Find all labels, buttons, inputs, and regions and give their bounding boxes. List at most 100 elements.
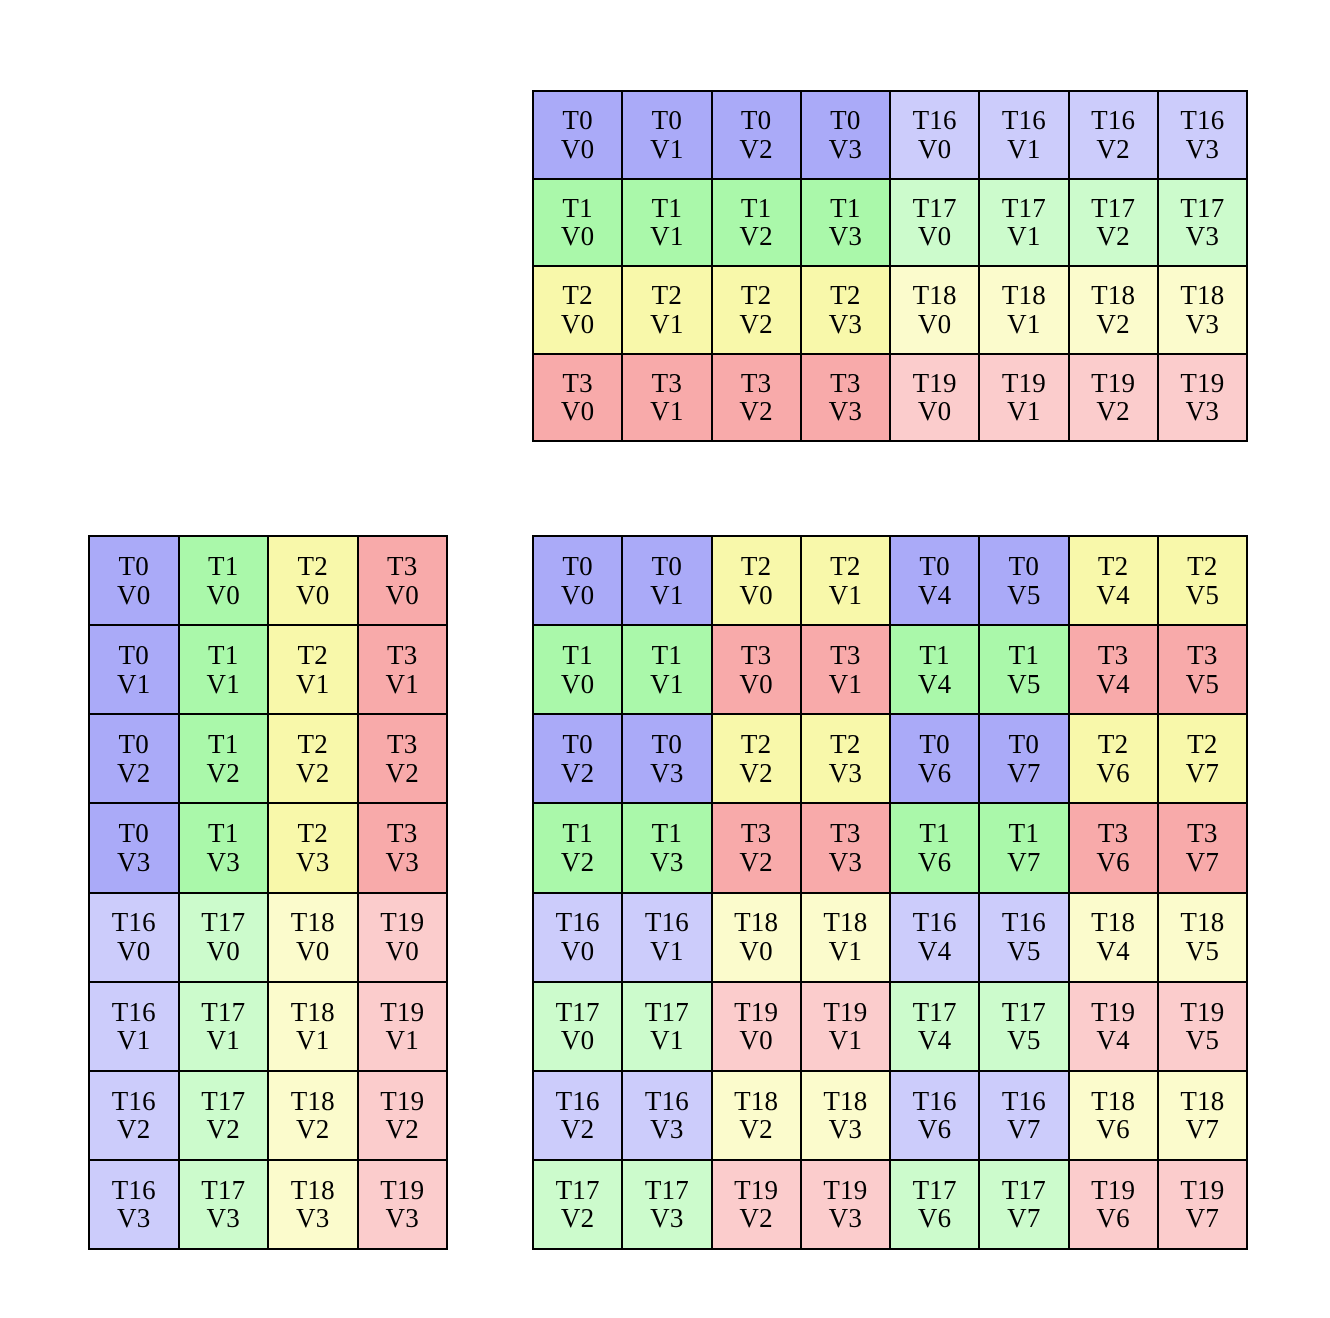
cell-thread-label: T2 [562, 280, 593, 311]
cell-value-label: V0 [917, 396, 952, 427]
cell-thread-label: T3 [1097, 640, 1129, 671]
cell-value-label: V0 [917, 133, 952, 164]
cell-thread-label: T3 [830, 818, 861, 849]
cell-value-label: V3 [828, 396, 863, 427]
cell-thread-label: T17 [912, 1174, 957, 1205]
cell: T1 V6 [891, 804, 979, 892]
cell-value-label: V1 [650, 221, 684, 252]
cell-value-label: V0 [560, 308, 595, 339]
cell-thread-label: T16 [1001, 105, 1046, 136]
cell-value-label: V2 [739, 757, 773, 788]
cell-thread-label: T19 [823, 996, 868, 1027]
cell-value-label: V3 [650, 757, 684, 788]
cell: T19 V4 [1069, 982, 1157, 1070]
cell: T18 V0 [891, 267, 979, 353]
cell-value-label: V7 [1185, 1203, 1220, 1234]
cell: T2 V0 [269, 537, 357, 625]
cell-value-label: V4 [1096, 1025, 1130, 1056]
cell-value-label: V1 [650, 1025, 684, 1056]
cell: T1 V1 [623, 626, 711, 714]
cell-value-label: V0 [739, 1025, 773, 1056]
cell-value-label: V4 [917, 668, 952, 699]
cell-value-label: V0 [560, 133, 595, 164]
cell-value-label: V1 [385, 1025, 419, 1056]
cell-value-label: V1 [650, 308, 684, 339]
cell: T1 V3 [623, 804, 711, 892]
cell-thread-label: T3 [387, 729, 418, 760]
cell-thread-label: T18 [1091, 280, 1136, 311]
cell-thread-label: T18 [1001, 280, 1046, 311]
cell: T2 V1 [623, 267, 711, 353]
cell-value-label: V3 [650, 1114, 684, 1145]
top-right-grid: T0 V0 T0 V1 T0 V2 T0 V3 T16 V0 T16 V1 T16 V2 T16 V3 T1 V0… [532, 90, 1248, 442]
cell: T16 V0 [90, 893, 178, 981]
cell: T1 V1 [179, 626, 267, 714]
cell-value-label: V3 [828, 133, 863, 164]
cell: T17 V2 [534, 1160, 622, 1248]
cell: T19 V0 [358, 893, 446, 981]
cell: T1 V5 [980, 626, 1068, 714]
cell: T3 V0 [712, 626, 800, 714]
cell-value-label: V6 [1096, 846, 1130, 877]
cell: T17 V1 [179, 982, 267, 1070]
cell-thread-label: T18 [290, 1174, 335, 1205]
cell: T0 V5 [980, 537, 1068, 625]
cell-value-label: V2 [739, 133, 773, 164]
cell-thread-label: T3 [562, 367, 593, 398]
cell-thread-label: T3 [1187, 818, 1218, 849]
cell: T16 V0 [534, 893, 622, 981]
cell: T19 V5 [1158, 982, 1246, 1070]
cell-thread-label: T3 [387, 818, 418, 849]
cell-thread-label: T0 [562, 105, 593, 136]
cell-value-label: V1 [117, 1025, 151, 1056]
cell-thread-label: T17 [555, 1174, 600, 1205]
cell-thread-label: T16 [644, 907, 689, 938]
cell-thread-label: T0 [1008, 729, 1040, 760]
cell-thread-label: T17 [201, 1085, 246, 1116]
cell-value-label: V4 [917, 579, 952, 610]
cell-thread-label: T0 [651, 550, 683, 581]
cell: T1 V2 [179, 715, 267, 803]
cell-value-label: V5 [1007, 936, 1041, 967]
cell-value-label: V7 [1007, 846, 1041, 877]
cell-thread-label: T2 [740, 729, 772, 760]
cell-thread-label: T19 [734, 996, 779, 1027]
cell-thread-label: T19 [1091, 996, 1136, 1027]
cell-value-label: V0 [917, 308, 952, 339]
cell: T0 V6 [891, 715, 979, 803]
cell-thread-label: T16 [111, 996, 156, 1027]
cell: T19 V1 [801, 982, 889, 1070]
cell-thread-label: T0 [651, 729, 683, 760]
cell-value-label: V2 [560, 1203, 595, 1234]
cell: T17 V6 [891, 1160, 979, 1248]
cell-value-label: V7 [1007, 757, 1041, 788]
cell-value-label: V3 [385, 1203, 419, 1234]
cell-thread-label: T17 [1001, 996, 1046, 1027]
cell-thread-label: T3 [651, 367, 683, 398]
cell-value-label: V2 [739, 1114, 773, 1145]
cell-value-label: V6 [1096, 1114, 1130, 1145]
cell-value-label: V3 [828, 1114, 863, 1145]
cell: T19 V2 [1069, 354, 1157, 440]
cell: T0 V3 [623, 715, 711, 803]
cell: T18 V1 [269, 982, 357, 1070]
cell-thread-label: T16 [1091, 105, 1136, 136]
cell-thread-label: T19 [1180, 367, 1225, 398]
cell-value-label: V2 [117, 757, 151, 788]
cell-value-label: V2 [560, 757, 595, 788]
cell: T3 V0 [534, 354, 622, 440]
cell: T0 V3 [801, 92, 889, 178]
cell-value-label: V0 [560, 221, 595, 252]
cell-value-label: V3 [117, 846, 151, 877]
cell-value-label: V2 [385, 757, 419, 788]
cell-value-label: V2 [739, 396, 773, 427]
cell: T0 V0 [534, 537, 622, 625]
cell-thread-label: T17 [201, 1174, 246, 1205]
cell-value-label: V1 [117, 668, 151, 699]
cell: T2 V0 [534, 267, 622, 353]
cell-value-label: V6 [1096, 1203, 1130, 1234]
cell-value-label: V1 [650, 133, 684, 164]
cell-thread-label: T2 [830, 280, 861, 311]
cell-thread-label: T17 [555, 996, 600, 1027]
cell: T16 V7 [980, 1071, 1068, 1159]
